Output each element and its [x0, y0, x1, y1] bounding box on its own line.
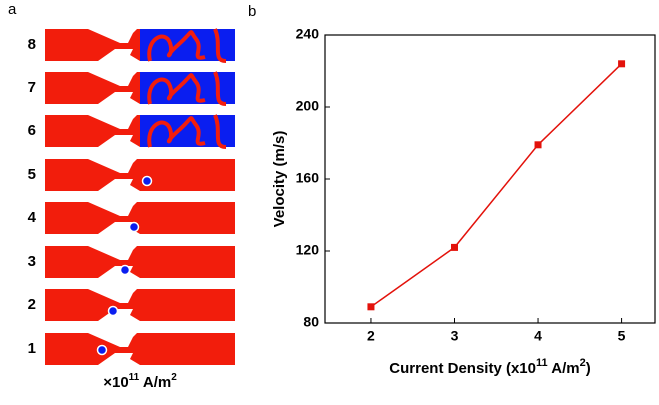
- y-tick-label: 160: [296, 170, 320, 186]
- label-part: Current Density (x10: [389, 360, 536, 377]
- label-part: ): [586, 360, 591, 377]
- marker: [618, 60, 626, 68]
- y-axis-label: Velocity (m/s): [271, 131, 288, 228]
- row-label: 8: [28, 36, 36, 53]
- plot-frame: [324, 34, 656, 324]
- snapshot-red: [147, 114, 227, 149]
- label-part: 11: [536, 357, 548, 369]
- marker: [367, 303, 375, 311]
- y-tick-label: 240: [296, 26, 320, 42]
- bubble: [107, 305, 119, 317]
- marker: [450, 243, 458, 251]
- row-label: 7: [28, 79, 36, 96]
- label-part: A/m: [548, 360, 580, 377]
- unit-part: 11: [129, 372, 140, 383]
- snapshot-red: [147, 71, 227, 106]
- label-part: 2: [580, 357, 586, 369]
- marker: [534, 141, 542, 149]
- snapshot: [45, 246, 235, 278]
- unit-label: ×1011 A/m2: [103, 372, 177, 391]
- row-label: 4: [28, 209, 37, 226]
- bubble: [128, 221, 140, 233]
- row-label: 3: [28, 253, 36, 270]
- data-line: [370, 63, 623, 308]
- panel-label: b: [248, 3, 256, 20]
- y-tick-label: 120: [296, 242, 320, 258]
- snapshot-red: [147, 28, 227, 63]
- row-label: 2: [28, 296, 36, 313]
- snapshot: [45, 159, 235, 191]
- snapshot: [45, 202, 235, 234]
- x-tick-label: 5: [618, 328, 626, 344]
- x-tick-label: 3: [451, 328, 459, 344]
- bubble: [119, 264, 131, 276]
- row-label: 5: [28, 166, 36, 183]
- unit-part: A/m: [139, 374, 171, 391]
- unit-part: ×10: [103, 374, 128, 391]
- unit-part: 2: [171, 372, 177, 383]
- bubble: [96, 344, 108, 356]
- snapshot: [45, 333, 235, 365]
- row-label: 6: [28, 122, 36, 139]
- x-axis-label: Current Density (x1011 A/m2): [389, 357, 590, 377]
- snapshot: [45, 289, 235, 321]
- y-tick-label: 200: [296, 98, 320, 114]
- bubble: [141, 175, 153, 187]
- panel-label: a: [8, 1, 17, 18]
- y-tick-label: 80: [303, 314, 319, 330]
- x-tick-label: 4: [534, 328, 542, 344]
- row-label: 1: [28, 340, 36, 357]
- x-tick-label: 2: [367, 328, 375, 344]
